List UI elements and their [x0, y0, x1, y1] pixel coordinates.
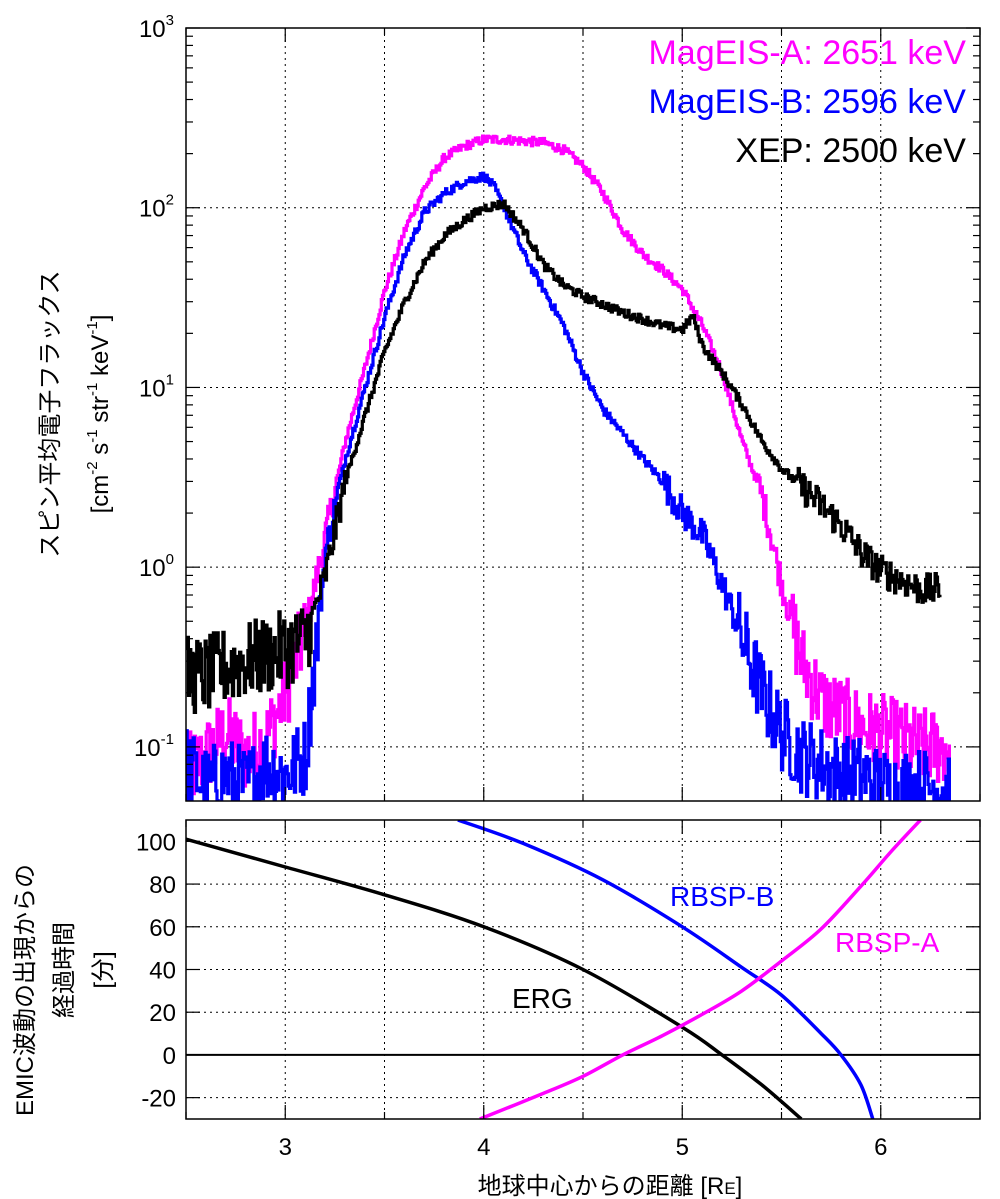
flux-ticks — [185, 27, 981, 801]
x-tick-label: 3 — [279, 1134, 292, 1161]
flux-y-axis-units-text: [cm-2 s-1 str-1 keV-1] — [84, 315, 114, 514]
units-part-4: str — [87, 396, 114, 429]
time-series-line-rbsp-a — [479, 820, 922, 1119]
time-y-tick-label: 100 — [136, 829, 176, 856]
flux-y-tick-base: 10 — [139, 375, 166, 402]
flux-y-tick-base: 10 — [134, 735, 161, 762]
x-axis-title: 地球中心からの距離 [RE] — [478, 1173, 743, 1199]
flux-y-tick-base: 10 — [139, 16, 166, 43]
flux-y-tick-exponent: 1 — [166, 371, 174, 388]
flux-series-group — [186, 134, 951, 801]
flux-y-tick-label: 103 — [139, 12, 174, 43]
flux-y-tick-label: 100 — [139, 551, 174, 582]
flux-y-axis-units: [cm-2 s-1 str-1 keV-1] — [84, 315, 114, 514]
units-part-7: -1 — [84, 321, 101, 334]
x-axis-title-main: 地球中心からの距離 [R — [478, 1173, 725, 1199]
flux-y-tick-label: 10-1 — [134, 731, 174, 762]
flux-y-tick-exponent: 0 — [166, 551, 174, 568]
x-axis-title-sub: E — [724, 1179, 735, 1198]
time-y-tick-label: 0 — [163, 1043, 176, 1070]
units-part-3: -1 — [84, 429, 101, 442]
time-ticks — [185, 820, 981, 1119]
legend-label-mageis-a: MagEIS-A: 2651 keV — [648, 34, 966, 72]
curve-label-erg: ERG — [512, 983, 573, 1014]
time-y-axis-title-line1: EMIC波動の出現からの — [12, 864, 39, 1116]
flux-y-tick-label: 102 — [139, 192, 174, 223]
curve-label-rbsp-b: RBSP-B — [670, 881, 774, 912]
x-tick-labels: 3 4 5 6 — [279, 1134, 888, 1161]
time-y-axis-title: EMIC波動の出現からの 経過時間 [分] — [12, 864, 117, 1116]
flux-series-line-mageis-a — [186, 134, 951, 796]
units-part-1: -2 — [84, 461, 101, 474]
flux-y-tick-exponent: 3 — [166, 12, 174, 29]
flux-y-axis-title-line1: スピン平均電子フラックス — [37, 270, 64, 557]
time-series-group — [186, 820, 922, 1119]
flux-y-tick-exponent: 2 — [166, 192, 174, 209]
time-series-line-erg — [186, 837, 803, 1119]
flux-y-axis-title: スピン平均電子フラックス — [37, 270, 64, 557]
flux-y-tick-base: 10 — [139, 196, 166, 223]
time-y-tick-label: -20 — [141, 1086, 176, 1113]
flux-series-line-mageis-b — [186, 171, 951, 801]
time-y-axis-title-line3: [分] — [90, 951, 117, 988]
curve-label-rbsp-a: RBSP-A — [835, 927, 940, 958]
time-panel: -20 0 20 40 60 80 100 3 4 5 6 RBSP-B RBSP-A ERG E… — [12, 819, 981, 1199]
units-part-6: keV — [87, 335, 114, 383]
time-y-tick-label: 20 — [149, 1000, 176, 1027]
legend-label-mageis-b: MagEIS-B: 2596 keV — [648, 83, 966, 121]
flux-y-tick-exponent: -1 — [161, 731, 174, 748]
units-part-8: ] — [87, 315, 114, 322]
x-axis-title-end: ] — [736, 1173, 743, 1199]
x-tick-label: 5 — [676, 1134, 689, 1161]
time-y-axis-title-line2: 経過時間 — [51, 922, 78, 1018]
units-part-5: -1 — [84, 383, 101, 396]
flux-y-tick-base: 10 — [139, 555, 166, 582]
time-y-tick-label: 80 — [149, 872, 176, 899]
time-series-line-rbsp-b — [457, 820, 875, 1119]
time-y-tick-labels: -20 0 20 40 60 80 100 — [136, 829, 176, 1112]
time-y-tick-label: 40 — [149, 958, 176, 985]
time-y-tick-label: 60 — [149, 915, 176, 942]
flux-y-tick-label: 101 — [139, 371, 174, 402]
x-tick-label: 4 — [477, 1134, 490, 1161]
legend-label-xep: XEP: 2500 keV — [735, 132, 966, 170]
flux-series-line-xep — [186, 199, 942, 714]
units-part-0: [cm — [87, 475, 114, 514]
units-part-2: s — [87, 443, 114, 462]
x-tick-label: 6 — [874, 1134, 887, 1161]
